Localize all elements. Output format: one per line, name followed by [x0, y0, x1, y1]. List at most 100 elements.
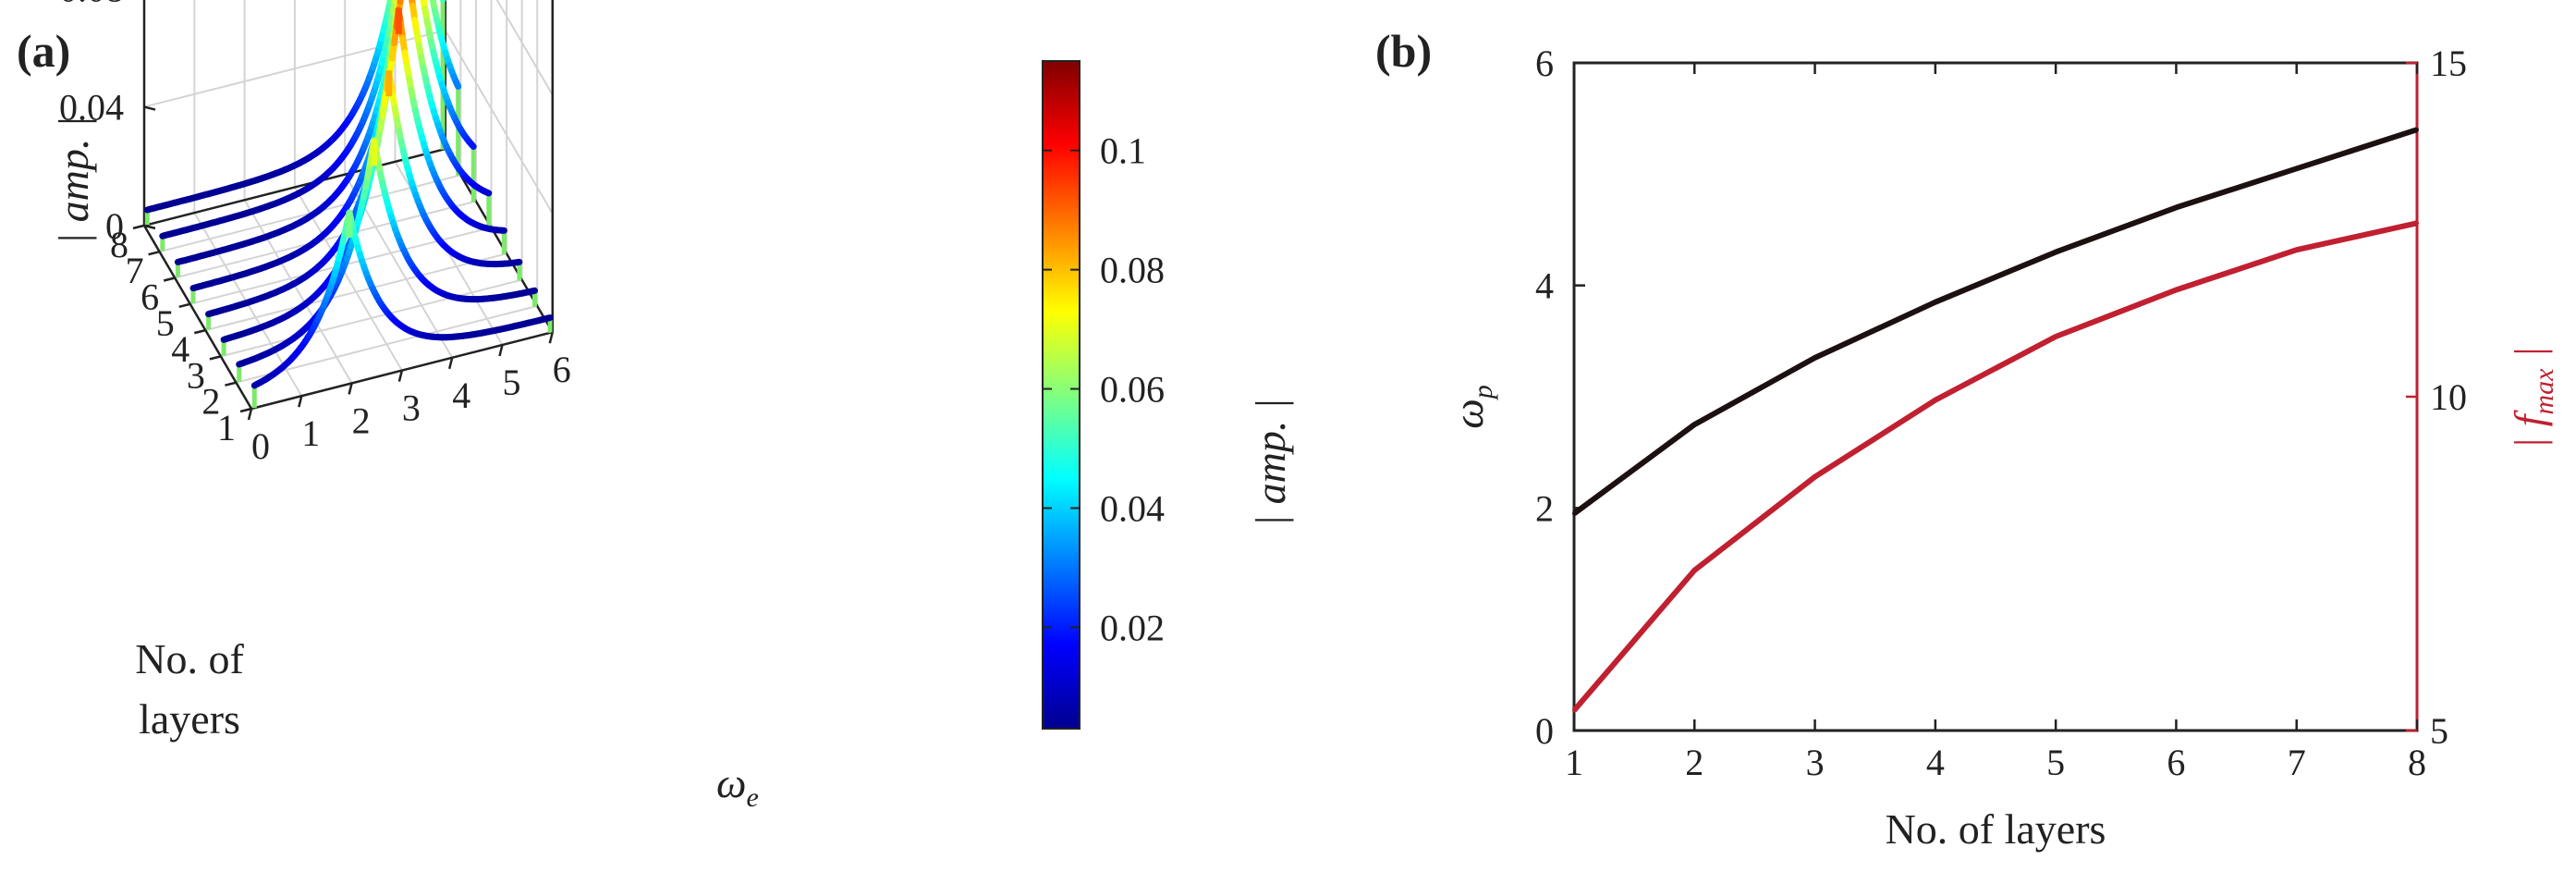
z-tick-mark	[143, 105, 156, 111]
fmax-point	[1933, 398, 1937, 402]
panel-b-points	[1572, 128, 2419, 713]
x-tick-label: 7	[2288, 742, 2306, 783]
left-y-tick-label: 6	[1535, 43, 1554, 84]
omega-tick-label: 4	[452, 375, 470, 416]
layers-tick-mark	[178, 302, 191, 309]
omega-tick-mark	[298, 395, 303, 408]
layers-tick-label: 4	[171, 328, 189, 370]
z-tick-label: 0.04	[59, 87, 124, 129]
layers-tick-label: 8	[110, 224, 128, 265]
layers-tick-label: 2	[201, 381, 220, 423]
fmax-point	[2174, 288, 2179, 292]
back-wall-z-grid-line	[495, 0, 554, 96]
panel-b-x-axis-label: No. of layers	[1886, 805, 2106, 853]
colorbar-tick-label: 0.1	[1100, 130, 1146, 172]
amplitude-trace	[250, 209, 554, 389]
omega-tick-mark	[397, 370, 404, 382]
layers-tick-mark	[163, 276, 176, 282]
panel-b-right-y-ticks: 5 10 15	[2406, 43, 2467, 752]
omega-tick-mark	[548, 331, 555, 344]
omega-tick-label: 3	[402, 387, 421, 429]
trace-segment	[483, 189, 493, 197]
z-tick-label: 0.08	[59, 0, 124, 9]
panel-a-y-axis-label-line1: No. of	[135, 635, 244, 682]
omega-p-point	[1933, 300, 1937, 304]
trace-segment	[452, 79, 462, 90]
floor-y-grid-line	[236, 304, 538, 384]
right-y-tick-label: 10	[2430, 376, 2467, 418]
trace-segment	[386, 0, 395, 6]
omega-tick-mark	[348, 383, 353, 395]
colorbar-tick-label: 0.02	[1100, 607, 1165, 648]
x-tick-label: 4	[1926, 742, 1945, 783]
fmax-point	[1813, 474, 1817, 479]
colorbar-label: | amp. |	[1247, 398, 1294, 526]
omega-p-point	[2294, 166, 2299, 171]
panel-b: (b) 1 2 3 4 5 6 7 8 0 2 4 6 5 10 15 No. of layers ωp…	[1375, 25, 2559, 853]
omega-tick-mark	[447, 357, 454, 370]
trace-segment	[397, 0, 404, 6]
colorbar-tick-label: 0.04	[1100, 487, 1165, 529]
x-tick-label: 5	[2046, 742, 2065, 783]
colorbar: 0.02 0.04 0.06 0.08 0.1 | amp. |	[1042, 60, 1294, 730]
fmax-point	[1572, 708, 1576, 713]
omega-p-point	[2174, 205, 2179, 210]
panel-b-plot-frame	[1572, 61, 2419, 732]
omega-tick-label: 1	[301, 412, 320, 454]
left-y-tick-label: 0	[1535, 710, 1554, 752]
floor-x-grid-line	[243, 199, 353, 384]
fmax-point	[1692, 568, 1697, 572]
layers-tick-label: 7	[126, 250, 144, 291]
floor-y-grid-line	[220, 278, 522, 358]
omega-tick-mark	[247, 408, 253, 421]
panel-a-curves	[143, 0, 554, 389]
omega-p-point	[2054, 250, 2058, 254]
layers-tick-label: 3	[187, 354, 205, 396]
panel-a-label: (a)	[17, 25, 70, 77]
layers-tick-label: 6	[140, 276, 159, 318]
omega-tick-label: 6	[553, 349, 571, 390]
fmax-point	[2294, 248, 2299, 252]
floor-y-grid-line	[205, 252, 507, 332]
left-y-tick-label: 4	[1535, 265, 1554, 307]
omega-tick-label: 5	[503, 362, 521, 403]
axis-box-edge	[143, 147, 446, 227]
floor-y-grid-line	[174, 200, 477, 279]
amplitude-trace	[159, 0, 462, 239]
omega-p-point	[1813, 355, 1817, 360]
fmax-point	[2054, 335, 2058, 339]
colorbar-tick-label: 0.08	[1100, 250, 1165, 291]
trace-segment	[468, 141, 477, 150]
panel-b-x-ticks: 1 2 3 4 5 6 7 8	[1565, 63, 2426, 783]
x-tick-label: 1	[1565, 742, 1583, 783]
omega-p-point	[2415, 128, 2419, 132]
colorbar-tick-label: 0.06	[1100, 369, 1165, 411]
panel-a-z-ticks: 00.040.080.12	[59, 0, 156, 247]
axis-box-edge	[142, 225, 253, 410]
left-y-tick-label: 2	[1535, 487, 1554, 529]
z-tick-label: 0	[105, 205, 124, 247]
colorbar-gradient	[1042, 60, 1080, 730]
back-wall-z-grid-line	[444, 30, 554, 215]
omega-p-point	[1692, 423, 1697, 427]
colorbar-ticks: 0.02 0.04 0.06 0.08 0.1	[1043, 130, 1165, 648]
panel-a-x-axis-label: ωe	[716, 759, 759, 813]
fmax-point	[2415, 221, 2419, 226]
layers-tick-mark	[239, 407, 252, 413]
panel-b-left-y-ticks: 0 2 4 6	[1535, 43, 1585, 752]
layers-tick-label: 5	[156, 302, 175, 344]
layers-tick-mark	[193, 328, 206, 335]
x-tick-label: 8	[2408, 742, 2426, 783]
panel-b-right-y-axis-label: | fmax |	[2506, 346, 2559, 448]
fmax-line	[1571, 220, 2418, 713]
x-tick-label: 6	[2167, 742, 2185, 783]
omega-tick-label: 2	[352, 399, 371, 441]
panel-b-left-y-axis-label: ωp	[1445, 385, 1498, 428]
layers-tick-mark	[209, 355, 222, 361]
omega-tick-mark	[498, 344, 504, 357]
right-y-tick-label: 5	[2430, 710, 2448, 752]
amplitude-trace	[143, 0, 446, 214]
